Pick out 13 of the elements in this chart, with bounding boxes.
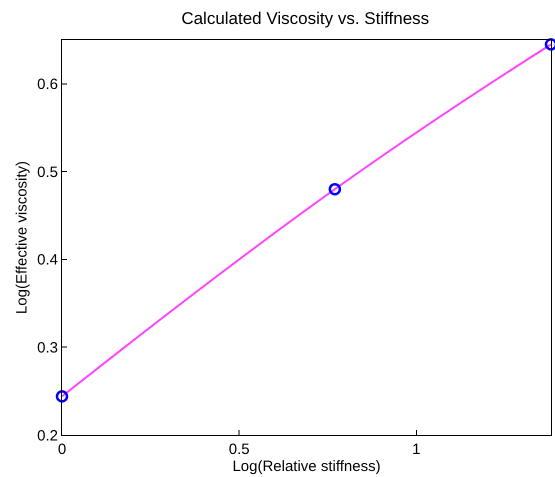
x-tick-label: 0 <box>58 441 66 458</box>
y-axis-title: Log(Effective viscosity) <box>13 160 30 314</box>
x-tick-label: 0.5 <box>228 441 250 458</box>
y-tick-label: 0.6 <box>37 76 58 94</box>
point <box>56 390 68 403</box>
x-axis-title: Log(Relative stiffness) <box>232 458 381 475</box>
x-tick-label: 1 <box>412 441 421 458</box>
y-tick-label: 0.2 <box>37 427 58 444</box>
y-tick-label: 0.5 <box>37 164 58 181</box>
y-tick-label: 0.3 <box>37 339 58 356</box>
y-tick-label: 0.4 <box>37 252 58 269</box>
point <box>328 182 342 196</box>
chart-title: Calculated Viscosity vs. Stiffness <box>181 8 430 28</box>
